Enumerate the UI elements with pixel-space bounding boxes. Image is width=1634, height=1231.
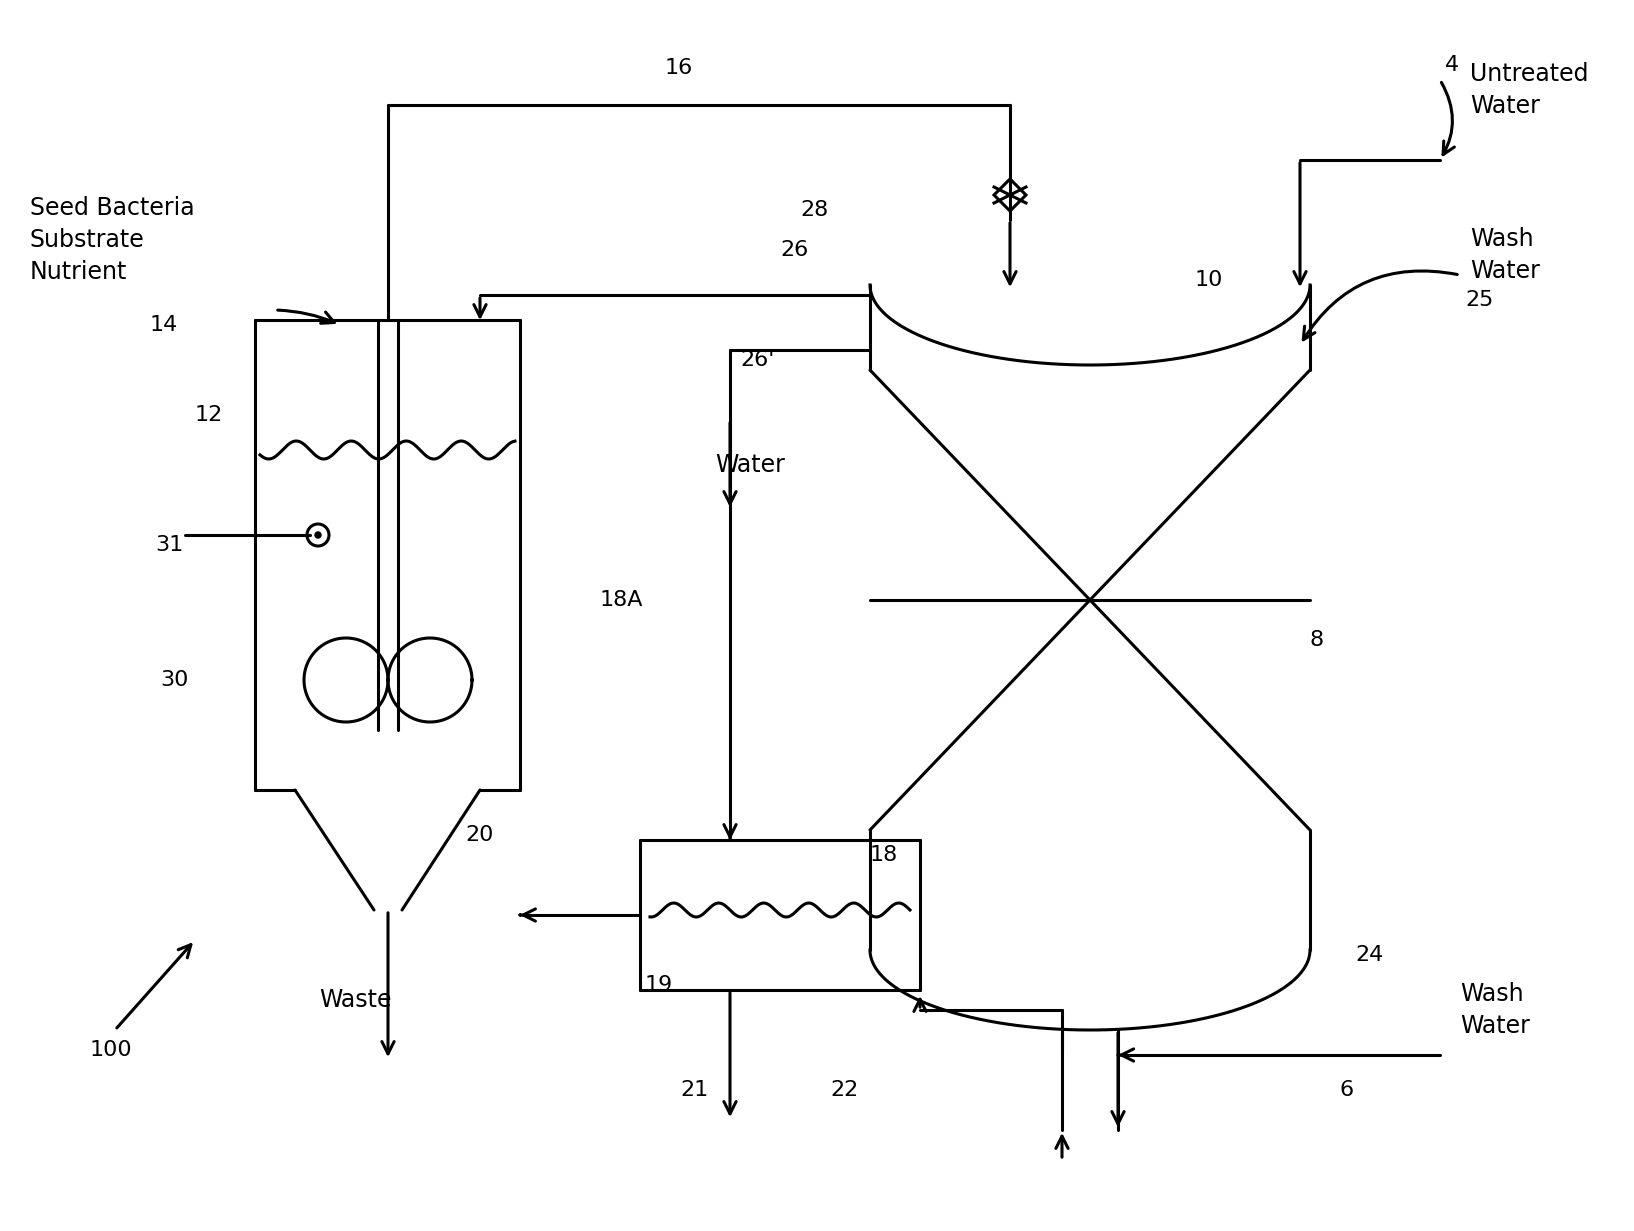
Text: 14: 14: [150, 315, 178, 335]
Text: 24: 24: [1355, 945, 1384, 965]
Text: 18: 18: [869, 844, 899, 865]
Text: 31: 31: [155, 535, 183, 555]
Text: 18A: 18A: [600, 590, 644, 611]
Text: 16: 16: [665, 58, 693, 78]
Text: Seed Bacteria
Substrate
Nutrient: Seed Bacteria Substrate Nutrient: [29, 197, 194, 283]
Text: Wash
Water: Wash Water: [1461, 982, 1529, 1038]
Text: 19: 19: [645, 975, 673, 995]
Text: 8: 8: [1310, 630, 1324, 650]
Text: Untreated
Water: Untreated Water: [1471, 63, 1588, 118]
Text: 26: 26: [779, 240, 809, 260]
Text: Water: Water: [716, 453, 784, 476]
Text: Waste: Waste: [319, 988, 391, 1012]
Text: 12: 12: [194, 405, 224, 425]
Text: 20: 20: [466, 825, 493, 844]
Text: 6: 6: [1340, 1080, 1355, 1101]
Text: 22: 22: [830, 1080, 858, 1101]
Text: 4: 4: [1444, 55, 1459, 75]
Circle shape: [315, 532, 320, 538]
Text: 10: 10: [1194, 270, 1224, 291]
Text: Wash
Water: Wash Water: [1471, 228, 1539, 283]
Text: 28: 28: [801, 199, 828, 220]
Text: 30: 30: [160, 670, 188, 691]
Text: 26': 26': [740, 350, 775, 371]
Text: 21: 21: [680, 1080, 708, 1101]
Text: 25: 25: [1466, 291, 1493, 310]
Text: 100: 100: [90, 1040, 132, 1060]
